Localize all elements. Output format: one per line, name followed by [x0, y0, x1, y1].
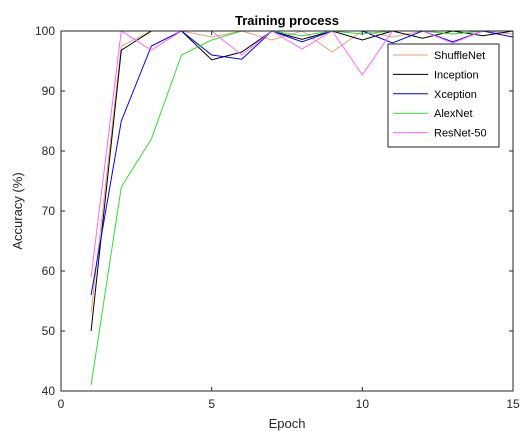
x-tick-label: 15	[506, 397, 520, 411]
series-line-xception	[90, 30, 514, 296]
y-tick-label: 80	[42, 144, 56, 158]
legend-label: ResNet-50	[434, 128, 487, 140]
series-line-alexnet	[90, 30, 513, 386]
x-tick-label: 5	[208, 397, 215, 411]
y-tick-label: 50	[42, 324, 56, 338]
y-axis-label: Accuracy (%)	[10, 172, 25, 249]
chart-title: Training process	[235, 13, 339, 28]
y-tick-label: 40	[42, 384, 56, 398]
x-axis-label: Epoch	[269, 416, 306, 431]
y-tick-label: 60	[42, 264, 56, 278]
x-tick-label: 10	[356, 397, 370, 411]
x-tick-label: 0	[58, 397, 65, 411]
legend-box	[387, 43, 500, 148]
y-tick-label: 70	[42, 204, 56, 218]
series-line-resnet-50	[90, 30, 513, 278]
y-tick-label: 100	[35, 24, 55, 38]
legend-label: Inception	[434, 69, 479, 81]
y-tick-label: 90	[42, 84, 56, 98]
legend-label: Xception	[434, 89, 477, 101]
legend: ShuffleNet Inception Xception AlexNet ResNet…	[387, 43, 500, 148]
tick-layer: 0 5 10 15 40 50 60 70 80 90 100	[35, 24, 520, 411]
legend-label: ShuffleNet	[434, 50, 485, 62]
legend-label: AlexNet	[434, 108, 473, 120]
